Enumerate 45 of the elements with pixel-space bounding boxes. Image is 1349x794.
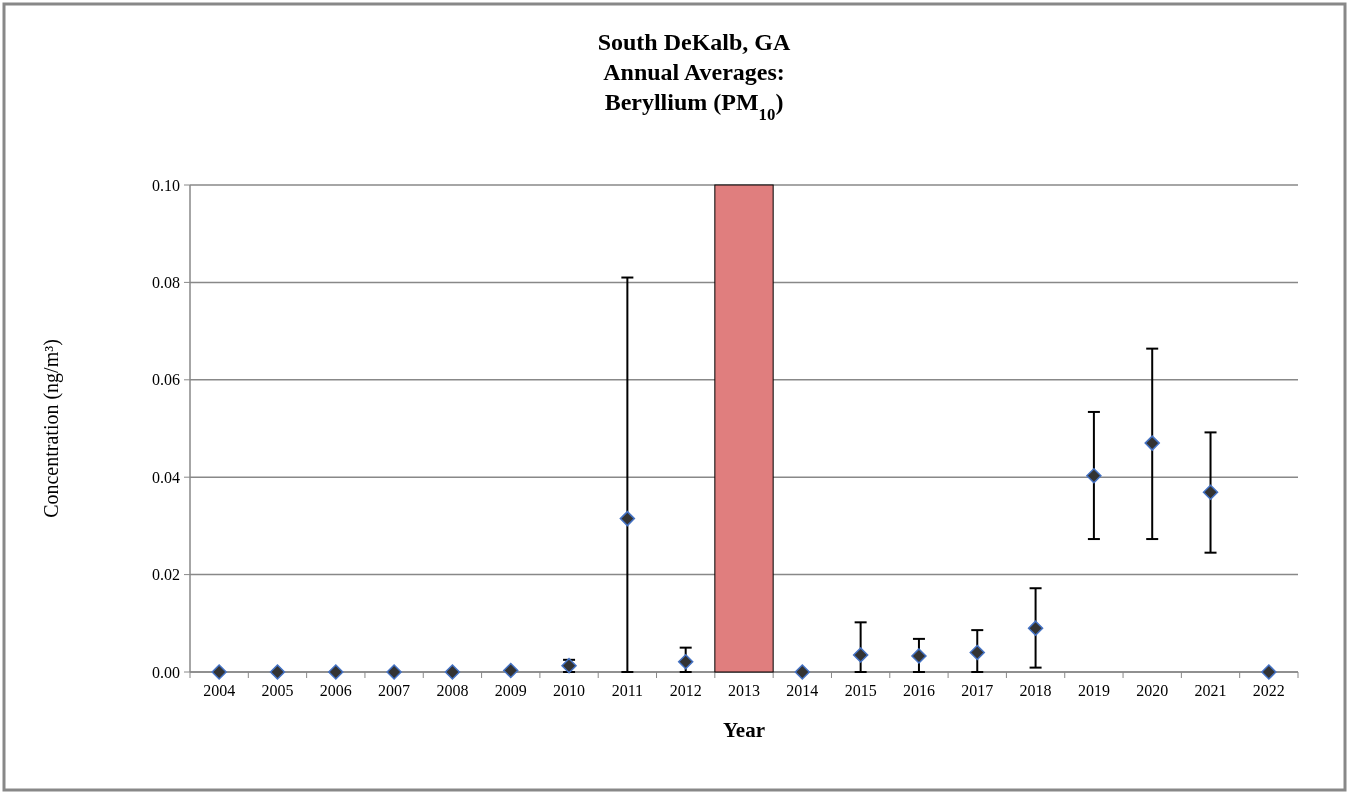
x-tick-label: 2006 — [319, 682, 352, 699]
y-tick-label: 0.10 — [152, 176, 180, 194]
point — [502, 662, 519, 679]
point — [1144, 435, 1160, 451]
x-tick-label: 2015 — [844, 682, 877, 699]
y-tick-label: 0.02 — [152, 566, 180, 584]
point — [1202, 484, 1219, 501]
x-tick-label: 2013 — [728, 682, 760, 699]
x-tick-label: 2007 — [378, 682, 411, 699]
point — [269, 664, 286, 680]
point — [386, 664, 402, 680]
point — [677, 654, 694, 670]
point — [1261, 664, 1277, 680]
x-tick-label: 2012 — [669, 682, 702, 699]
point — [211, 664, 227, 680]
x-tick-label: 2009 — [494, 682, 527, 699]
point — [969, 644, 986, 661]
point — [444, 664, 461, 680]
x-tick-label: 2004 — [203, 682, 236, 699]
x-tick-label: 2021 — [1194, 682, 1227, 699]
x-tick-label: 2008 — [436, 682, 469, 699]
x-tick-label: 2020 — [1136, 682, 1169, 699]
y-tick-label: 0.00 — [152, 663, 180, 681]
point — [1086, 467, 1102, 484]
y-axis-title: Concentration (ng/m³) — [40, 339, 63, 518]
y-tick-label: 0.06 — [152, 371, 180, 389]
x-tick-label: 2005 — [261, 682, 294, 699]
point — [794, 664, 811, 680]
x-tick-label: 2014 — [786, 682, 819, 699]
point — [911, 648, 927, 664]
x-tick-label: 2017 — [961, 682, 994, 699]
x-tick-label: 2010 — [553, 682, 586, 699]
point — [1027, 620, 1044, 636]
y-tick-label: 0.08 — [152, 274, 180, 291]
x-tick-label: 2022 — [1252, 682, 1285, 699]
point — [619, 510, 636, 527]
point — [328, 664, 344, 680]
x-tick-label: 2016 — [902, 682, 935, 699]
x-tick-label: 2019 — [1077, 682, 1110, 699]
chart-title: South DeKalb, GA Annual Averages: Beryllium (PM$_{10}$) — [597, 29, 792, 124]
y-tick-label: 0.04 — [152, 468, 180, 486]
x-tick-label: 2018 — [1019, 682, 1052, 699]
x-tick-label: 2011 — [611, 682, 644, 699]
point — [852, 647, 869, 663]
x-axis-title: Year — [723, 718, 765, 742]
